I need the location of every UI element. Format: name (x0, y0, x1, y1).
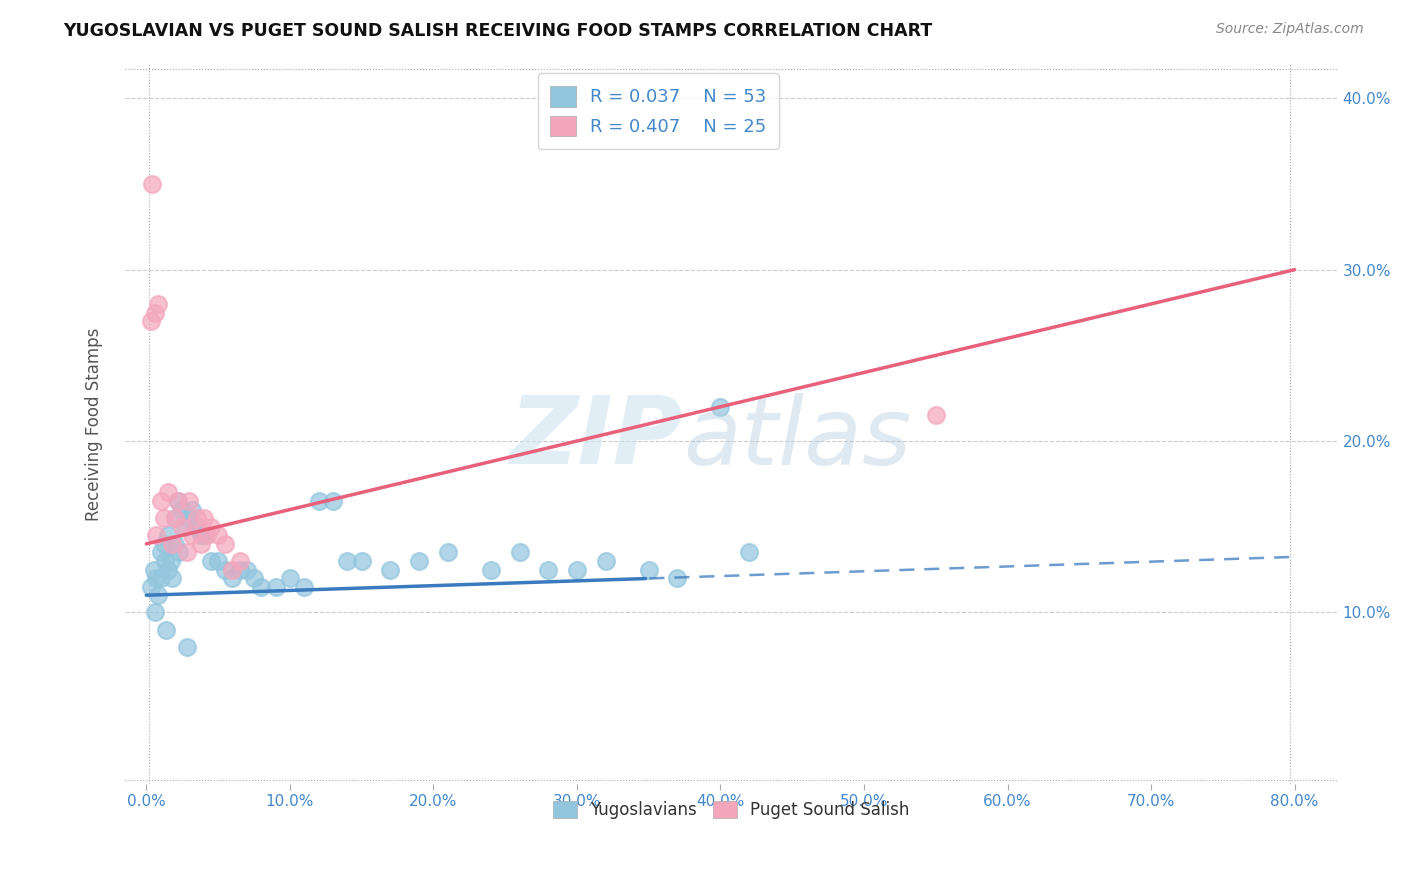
Point (167, 494, 190, 508)
Point (264, 580, 287, 594)
Point (292, 580, 315, 594)
Legend: Yugoslavians, Puget Sound Salish: Yugoslavians, Puget Sound Salish (547, 794, 915, 826)
Text: YUGOSLAVIAN VS PUGET SOUND SALISH RECEIVING FOOD STAMPS CORRELATION CHART: YUGOSLAVIAN VS PUGET SOUND SALISH RECEIV… (63, 22, 932, 40)
Point (509, 545, 531, 559)
Point (537, 563, 560, 577)
Point (143, 305, 166, 319)
Point (322, 494, 344, 508)
Point (179, 511, 201, 525)
Point (156, 528, 179, 542)
Point (152, 537, 174, 551)
Point (155, 623, 177, 637)
Point (278, 571, 301, 585)
Point (146, 297, 169, 311)
Point (214, 563, 236, 577)
Point (637, 563, 659, 577)
Point (139, 580, 162, 594)
Point (336, 554, 359, 568)
Point (176, 640, 198, 654)
Point (236, 563, 259, 577)
Point (160, 571, 183, 585)
Point (145, 528, 167, 542)
Point (152, 511, 174, 525)
Point (165, 537, 187, 551)
Point (666, 571, 689, 585)
Point (595, 554, 617, 568)
Point (156, 485, 179, 500)
Point (186, 519, 208, 533)
Point (153, 554, 176, 568)
Point (190, 528, 212, 542)
Point (195, 528, 218, 542)
Point (221, 563, 243, 577)
Point (172, 502, 194, 516)
Point (193, 511, 215, 525)
Text: atlas: atlas (683, 392, 911, 483)
Point (160, 537, 183, 551)
Point (149, 545, 172, 559)
Point (142, 563, 165, 577)
Point (925, 409, 948, 423)
Point (149, 494, 172, 508)
Point (380, 563, 402, 577)
Point (181, 502, 204, 516)
Point (200, 519, 222, 533)
Point (207, 554, 229, 568)
Point (176, 545, 198, 559)
Point (145, 571, 167, 585)
Point (207, 528, 229, 542)
Point (200, 554, 222, 568)
Point (149, 571, 172, 585)
Point (193, 528, 215, 542)
Point (167, 494, 190, 508)
Point (243, 571, 266, 585)
Y-axis label: Receiving Food Stamps: Receiving Food Stamps (86, 327, 103, 521)
Point (174, 519, 197, 533)
Point (228, 563, 250, 577)
Text: Source: ZipAtlas.com: Source: ZipAtlas.com (1216, 22, 1364, 37)
Point (169, 545, 191, 559)
Point (709, 400, 731, 414)
Point (190, 537, 212, 551)
Point (738, 545, 761, 559)
Point (146, 588, 169, 602)
Point (308, 494, 330, 508)
Point (436, 545, 458, 559)
Point (186, 511, 208, 525)
Point (408, 554, 430, 568)
Point (172, 519, 194, 533)
Point (165, 511, 187, 525)
Point (156, 563, 179, 577)
Point (250, 580, 273, 594)
Point (159, 554, 181, 568)
Point (214, 537, 236, 551)
Text: ZIP: ZIP (510, 392, 683, 484)
Point (350, 554, 373, 568)
Point (479, 563, 502, 577)
Point (181, 528, 204, 542)
Point (141, 177, 163, 191)
Point (221, 571, 243, 585)
Point (139, 314, 162, 328)
Point (165, 511, 187, 525)
Point (565, 563, 588, 577)
Point (143, 606, 166, 620)
Point (179, 494, 201, 508)
Point (228, 554, 250, 568)
